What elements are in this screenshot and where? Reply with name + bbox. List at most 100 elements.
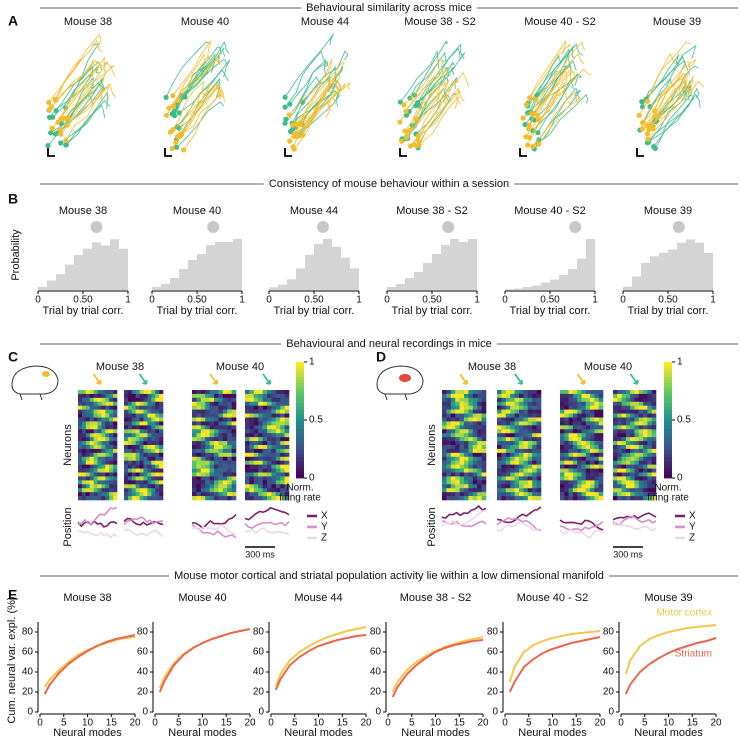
heatmap-cell (249, 460, 255, 465)
heatmap-cell (560, 472, 565, 477)
heatmap-cell (585, 397, 591, 403)
heatmap-cell (568, 468, 574, 473)
heatmap-cell (621, 464, 627, 469)
heatmap-cell (253, 405, 259, 410)
heatmap-cell (262, 468, 268, 473)
heatmap-cell (630, 468, 635, 473)
heatmap-cell (450, 452, 456, 458)
heatmap-cell (85, 496, 90, 501)
heatmap-cell (89, 390, 94, 395)
heatmap-cell (446, 492, 452, 497)
heatmap-cell (572, 425, 578, 430)
heatmap-cell (523, 429, 529, 434)
heatmap-cell (577, 429, 582, 434)
heatmap-cell (634, 488, 640, 493)
heatmap-cell (127, 464, 133, 469)
heatmap-cell (258, 496, 263, 501)
heatmap-cell (147, 409, 152, 414)
heatmap-cell (209, 452, 215, 458)
heatmap-cell (271, 448, 277, 454)
heatmap-cell (514, 464, 520, 469)
heatmap-cell (89, 448, 94, 454)
heatmap-cell (267, 417, 272, 422)
heatmap-cell (477, 472, 482, 477)
heatmap-cell (78, 488, 83, 493)
heatmap-cell (630, 417, 635, 422)
heatmap-cell (572, 429, 578, 434)
heatmap-cell (519, 425, 524, 430)
heatmap-cell (147, 460, 152, 465)
heatmap-cell (468, 460, 474, 465)
trajectory (65, 89, 104, 141)
heatmap-cell (643, 421, 648, 426)
heatmap-cell (468, 425, 474, 430)
heatmap-cell (271, 437, 277, 442)
heatmap-cell (514, 401, 520, 407)
heatmap-cell (572, 401, 578, 407)
trajectory-end (64, 122, 70, 128)
heatmap-cell (93, 390, 98, 395)
heatmap-cell (249, 480, 255, 485)
heatmap-cell (81, 421, 87, 426)
heatmap-cell (621, 476, 627, 481)
heatmap-cell (124, 468, 129, 473)
heatmap-cell (590, 429, 595, 434)
heatmap-cell (280, 488, 285, 493)
heatmap-cell (613, 472, 618, 477)
heatmap-cell (101, 413, 106, 418)
heatmap-cell (159, 401, 164, 407)
heatmap-cell (214, 397, 219, 403)
heatmap-cell (510, 496, 515, 501)
heatmap-cell (275, 472, 281, 477)
heatmap-cell (630, 405, 635, 410)
trajectory (57, 56, 108, 123)
heatmap-cell (643, 472, 648, 477)
bar (505, 289, 514, 290)
heatmap-cell (613, 417, 618, 422)
heatmap-cell (651, 468, 657, 473)
mouse-title: Mouse 40 (584, 361, 632, 373)
x-tick-label: 1 (125, 295, 131, 306)
heatmap-cell (621, 460, 627, 465)
bar (341, 257, 350, 290)
heatmap-cell (214, 437, 219, 442)
heatmap-cell (93, 476, 98, 481)
heatmap-cell (245, 429, 250, 434)
heatmap-cell (89, 476, 94, 481)
heatmap-cell (253, 468, 259, 473)
heatmap-cell (271, 492, 277, 497)
heatmap-cell (617, 452, 622, 458)
heatmap-cell (625, 452, 631, 458)
heatmap-cell (617, 445, 622, 450)
heatmap-cell (105, 433, 110, 438)
heatmap-cell (124, 460, 129, 465)
trajectory (528, 66, 572, 126)
y-tick-label: 40 (22, 667, 34, 678)
heatmap-cell (630, 464, 635, 469)
heatmap-cell (78, 448, 83, 454)
heatmap-cell (113, 405, 118, 410)
heatmap-cell (249, 433, 255, 438)
heatmap-cell (81, 464, 87, 469)
heatmap-cell (617, 401, 622, 407)
heatmap-cell (497, 397, 502, 403)
heatmap-cell (510, 468, 515, 473)
heatmap-cell (481, 393, 487, 399)
heatmap-cell (227, 452, 232, 458)
heatmap-cell (505, 496, 511, 501)
heatmap-cell (109, 397, 114, 403)
heatmap-cell (638, 401, 644, 407)
heatmap-cell (249, 496, 255, 501)
trajectory (165, 41, 210, 98)
heatmap-cell (155, 409, 160, 414)
heatmap-cell (105, 417, 110, 422)
heatmap-cell (127, 425, 133, 430)
heatmap-cell (81, 429, 87, 434)
heatmap-cell (505, 421, 511, 426)
heatmap-cell (581, 456, 587, 462)
heatmap-cell (455, 401, 460, 407)
heatmap-cell (127, 484, 133, 489)
heatmap-cell (209, 437, 215, 442)
heatmap-cell (472, 433, 478, 438)
trajectory (404, 85, 441, 132)
